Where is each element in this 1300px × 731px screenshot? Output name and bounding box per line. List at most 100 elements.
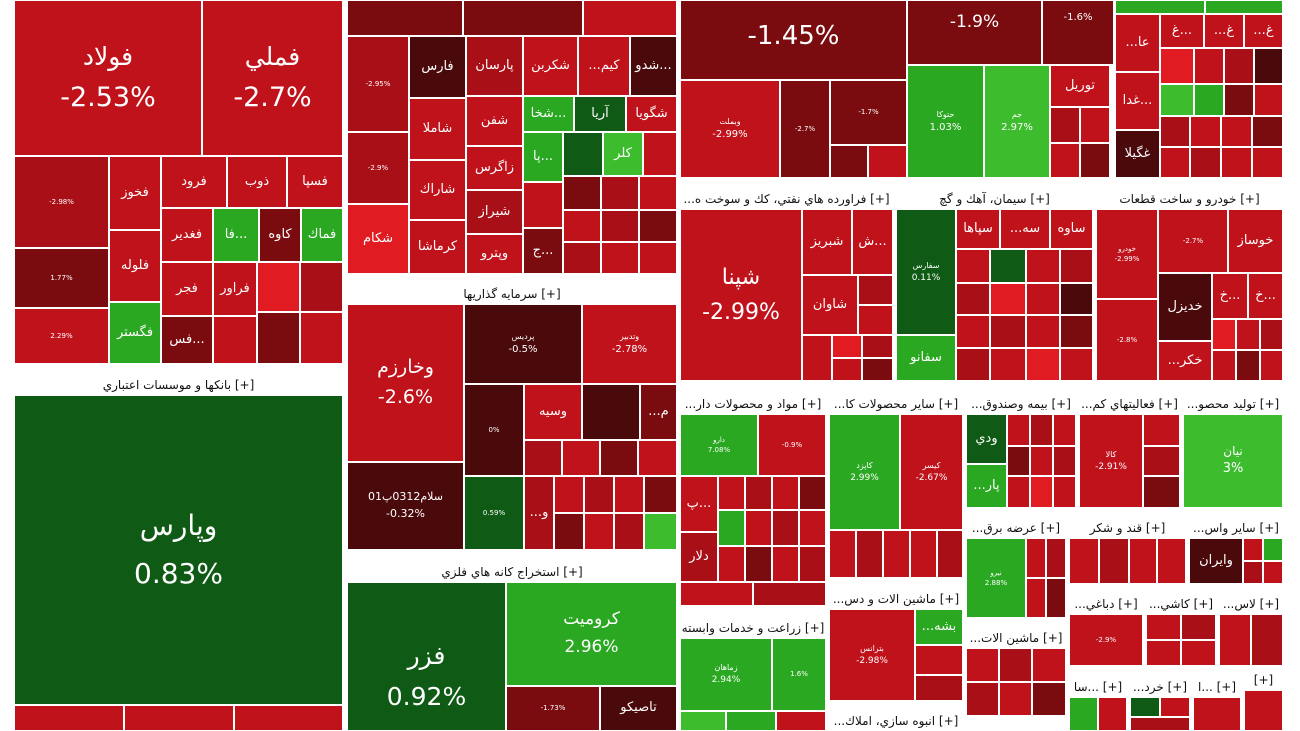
sector-header-tanning[interactable]: [+] دباغي... xyxy=(1069,594,1143,614)
tile-small[interactable] xyxy=(745,546,772,582)
sector-header-mass-building[interactable]: [+] انبوه سازي، املاك... xyxy=(829,711,963,731)
tile-small[interactable] xyxy=(883,530,910,578)
tile-small[interactable] xyxy=(990,315,1026,348)
tile-small[interactable] xyxy=(990,249,1026,283)
tile-small[interactable] xyxy=(862,335,893,358)
tile-gham[interactable]: ...غ xyxy=(1244,14,1283,48)
tile-small[interactable] xyxy=(1224,84,1254,116)
sector-header-production[interactable]: [+] توليد محصو... xyxy=(1183,394,1283,414)
tile-padis[interactable]: پرديس -0.5% xyxy=(464,304,582,384)
tile-small[interactable] xyxy=(1254,48,1283,84)
tile-small[interactable] xyxy=(1244,690,1283,731)
tile-basheh[interactable]: ...بشه xyxy=(915,609,963,645)
tile-small[interactable] xyxy=(584,476,614,513)
tile-small[interactable] xyxy=(347,0,463,36)
tile-small[interactable] xyxy=(832,358,862,381)
tile-small[interactable] xyxy=(1080,107,1110,143)
tile-sepaha[interactable]: سپاها xyxy=(956,209,1000,249)
sector-header-s1[interactable]: [+] ...سا xyxy=(1069,677,1127,697)
tile-small[interactable] xyxy=(1026,538,1046,578)
tile-small[interactable] xyxy=(680,582,753,606)
tile-fasepa[interactable]: فسپا xyxy=(287,156,343,208)
tile-shekarbon[interactable]: شكربن xyxy=(523,36,578,96)
tile-small[interactable] xyxy=(1236,350,1260,381)
tile-small[interactable] xyxy=(1007,446,1030,476)
tile-small[interactable] xyxy=(1251,614,1283,666)
tile-small[interactable] xyxy=(600,440,638,476)
tile-small[interactable] xyxy=(1129,538,1157,584)
tile-kharizel[interactable]: خديزل xyxy=(1158,273,1212,341)
tile-nian[interactable]: نيان 3% xyxy=(1183,414,1283,508)
tile-par[interactable]: ...پار xyxy=(966,464,1007,508)
tile-small[interactable] xyxy=(1190,147,1221,178)
tile-small[interactable] xyxy=(563,242,601,274)
tile-small[interactable] xyxy=(1053,476,1076,508)
tile-small[interactable]: -2.8% xyxy=(1096,299,1158,381)
tile-top-right2[interactable]: -1.6% xyxy=(1042,0,1114,65)
tile-small[interactable] xyxy=(776,711,826,731)
sector-header-power[interactable]: [+] عرضه برق... xyxy=(966,518,1066,538)
tile-fas[interactable]: فس... xyxy=(161,316,213,364)
tile-small[interactable] xyxy=(999,648,1032,682)
tile-small[interactable] xyxy=(915,675,963,701)
tile-small[interactable] xyxy=(639,210,677,242)
tile-small[interactable]: -1.7% xyxy=(830,80,907,145)
tile-fajr[interactable]: فجر xyxy=(161,262,213,316)
tile-shekam[interactable]: شكام xyxy=(347,204,409,274)
tile-small[interactable] xyxy=(1060,249,1093,283)
sector-header-cement[interactable]: [+] سيمان، آهك و گچ xyxy=(896,189,1093,209)
tile-hakoka[interactable]: حتوكا 1.03% xyxy=(907,65,984,178)
tile-small[interactable]: -2.7% xyxy=(1158,209,1228,273)
tile-kave[interactable]: كاوه xyxy=(259,208,301,262)
tile-small[interactable] xyxy=(644,513,677,550)
tile-small[interactable] xyxy=(1130,697,1160,717)
tile-small[interactable] xyxy=(1193,697,1241,731)
tile-small[interactable] xyxy=(1099,538,1129,584)
tile-small[interactable] xyxy=(680,711,726,731)
tile-dalar[interactable]: دلار xyxy=(680,532,718,582)
tile-small[interactable] xyxy=(644,476,677,513)
tile-small[interactable] xyxy=(937,530,963,578)
tile-small[interactable] xyxy=(1060,315,1093,348)
tile-small[interactable] xyxy=(1260,319,1283,350)
tile-small[interactable] xyxy=(563,210,601,242)
tile-shavan[interactable]: شاوان xyxy=(802,275,858,335)
tile-small[interactable] xyxy=(601,210,639,242)
tile-small[interactable] xyxy=(1212,350,1236,381)
tile-small[interactable] xyxy=(745,476,772,510)
tile-small[interactable] xyxy=(772,476,799,510)
tile-small[interactable] xyxy=(1115,0,1205,14)
sector-header-farming[interactable]: [+] زراعت و خدمات وابسته xyxy=(680,618,826,638)
tile-small[interactable] xyxy=(1194,84,1224,116)
tile-sal[interactable]: سلام0312پ01 -0.32% xyxy=(347,462,464,550)
sector-header-sugar[interactable]: [+] قند و شكر xyxy=(1069,518,1186,538)
tile-vasiye[interactable]: وسيه xyxy=(524,384,582,440)
tile-faravar[interactable]: فراور xyxy=(213,262,257,316)
tile-small[interactable] xyxy=(1007,476,1030,508)
tile-small[interactable] xyxy=(1007,414,1030,446)
tile-small[interactable] xyxy=(1130,717,1190,731)
tile-small[interactable] xyxy=(1221,116,1252,147)
tile-batrans[interactable]: بترانس -2.98% xyxy=(829,609,915,701)
tile-fagostar[interactable]: فگستر xyxy=(109,302,161,364)
tile-small[interactable] xyxy=(1080,143,1110,178)
tile-small[interactable]: -2.98% xyxy=(14,156,109,248)
tile-small[interactable] xyxy=(1263,561,1283,584)
tile-small[interactable] xyxy=(643,132,677,176)
tile-small[interactable]: 0.59% xyxy=(464,476,524,550)
tile-small[interactable] xyxy=(1030,446,1053,476)
tile-small[interactable] xyxy=(1032,648,1066,682)
sector-header-activities[interactable]: [+] فعاليتهاي كم... xyxy=(1079,394,1180,414)
tile-small[interactable] xyxy=(1143,476,1180,508)
tile-sh[interactable]: ش... xyxy=(852,209,893,275)
tile-j[interactable]: ج... xyxy=(523,228,563,274)
tile-safano[interactable]: سفانو xyxy=(896,335,956,381)
tile-small[interactable] xyxy=(1243,561,1263,584)
tile-small[interactable] xyxy=(1046,538,1066,578)
tile-fazar[interactable]: فزر 0.92% xyxy=(347,582,506,731)
tile-small[interactable] xyxy=(524,440,562,476)
tile-foolad[interactable]: فولاد -2.53% xyxy=(14,0,202,156)
tile-small[interactable] xyxy=(832,335,862,358)
tile-small[interactable] xyxy=(563,132,603,176)
tile-faghadir[interactable]: فغدير xyxy=(161,208,213,262)
